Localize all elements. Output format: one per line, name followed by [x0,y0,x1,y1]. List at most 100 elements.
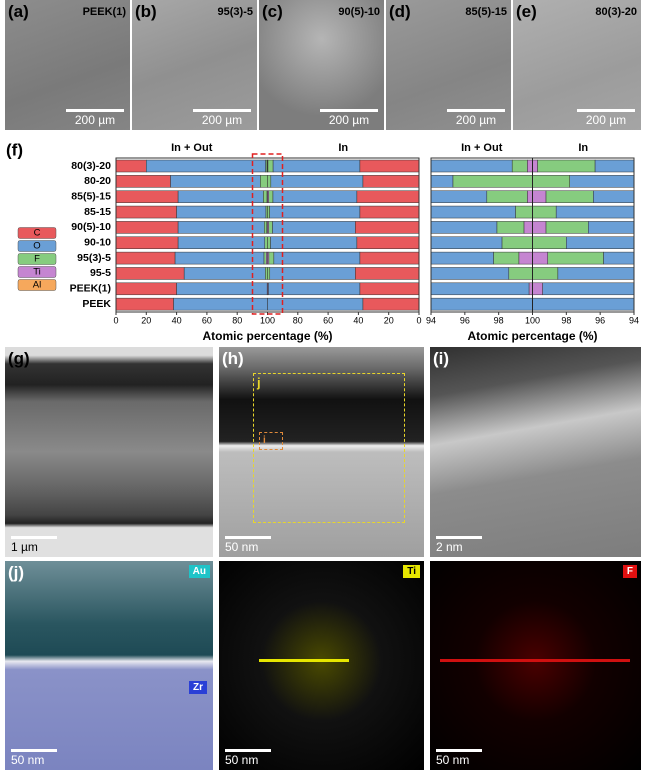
scale-bar: 200 µm [193,109,251,127]
x-tick-label: 100 [260,315,275,325]
element-badge: Au [188,565,210,578]
chart-left: 0 20 40 60 80 100 80 60 40 20 0 Atomic percentage (… [17,142,422,343]
x-tick-label: 98 [561,315,571,325]
bar-segment [537,159,596,173]
scale-bar: 50 nm [11,749,57,767]
x-tick-label: 94 [629,315,639,325]
bar-segment [511,159,528,173]
x-tick-label: 94 [426,315,436,325]
bar-segment [356,236,420,249]
scale-bar: 2 nm [436,536,482,554]
category-label: PEEK(1) [70,283,111,295]
bar-segment [486,190,528,203]
bar-segment [272,190,358,203]
bar-segment [170,175,261,188]
hrtem-image: (i) 2 nm [430,347,641,557]
bar-segment [115,175,171,188]
bar-segment [263,251,267,265]
eds-map: (j) Au Zr 50 nm [5,561,213,770]
signal-line [440,659,630,662]
eds-map: Ti 50 nm [219,561,424,770]
bar-segment [270,175,364,188]
scale-bar: 1 µm [11,536,57,554]
chart: (f) 0 20 40 60 80 100 80 60 40 20 0 Atomic percenta… [6,140,639,343]
bar-segment [356,190,420,203]
bar-segment [547,251,604,265]
category-label: 90(5)-10 [71,221,111,233]
inset-box [253,373,405,523]
bar-segment [532,236,567,249]
x-tick-label: 40 [172,315,182,325]
category-label: 85(5)-15 [71,190,111,202]
x-axis-label: Atomic percentage (%) [467,329,597,343]
panel-label: (i) [433,349,450,368]
bar-segment [146,159,266,173]
bar-segment [532,267,559,280]
bar-segment [263,190,268,203]
bar-segment [532,159,538,173]
bar-segment [264,236,268,249]
bar-segment [267,267,271,280]
bar-segment [594,159,634,173]
signal-line [259,659,349,662]
bar-segment [532,175,570,188]
highlight-box [251,153,284,315]
panel-label: (c) [262,2,283,21]
category-label: PEEK [82,298,111,310]
bar-segment [177,221,265,234]
bar-segment [174,251,265,265]
category-label: 80(3)-20 [71,160,111,172]
bar-segment [569,175,634,188]
tem-image: (g) 1 µm [5,347,213,557]
bar-segment [273,251,361,265]
x-axis-label: Atomic percentage (%) [202,329,332,343]
bar-segment [272,159,361,173]
bar-segment [588,221,634,234]
sample-label: PEEK(1) [82,6,126,18]
scale-bar: 200 µm [320,109,378,127]
bar-segment [523,221,533,234]
scale-bar: 200 µm [66,109,124,127]
panel-label: (j) [8,563,25,582]
panel-label: (a) [8,2,29,21]
chart-right: 94 96 98 100 98 96 94 Atomic percentage (%) In +… [426,142,639,343]
bar-segment [496,221,525,234]
bar-segment [593,190,634,203]
bar-segment [527,159,533,173]
sem-image: (a) PEEK(1) 200 µm [5,0,130,130]
bars [115,159,420,311]
x-tick-label: 80 [293,315,303,325]
bar-segment [115,267,185,280]
sem-image: (d) 85(5)-15 200 µm [386,0,511,130]
x-tick-label: 0 [113,315,118,325]
bar-segment [557,267,634,280]
tem-image: (h) j i 50 nm [219,347,424,557]
sem-image: (e) 80(3)-20 200 µm [513,0,641,130]
bar-segment [545,221,589,234]
bar-segment [501,236,533,249]
bar-segment [508,267,533,280]
bar-segment [355,267,420,280]
bar-segment [268,221,273,234]
inset-box [259,432,283,450]
bar-segment [267,175,272,188]
bar-segment [115,159,147,173]
sample-label: 95(3)-5 [217,6,253,18]
bar-segment [532,297,634,311]
bar-segment [493,251,520,265]
sample-label: 80(3)-20 [595,6,637,18]
bar-segment [452,175,533,188]
bar-segment [115,282,177,296]
bar-segment [173,297,268,311]
scale-bar: 200 µm [577,109,635,127]
scale-bar: 50 nm [225,536,271,554]
bar-segment [115,221,179,234]
bar-segment [264,221,267,234]
sample-label: 85(5)-15 [465,6,507,18]
legend-label: C [34,228,41,239]
legend-label: Al [33,280,41,291]
x-tick-label: 0 [416,315,421,325]
x-tick-label: 60 [323,315,333,325]
bar-segment [268,251,275,265]
panel-label: (f) [6,140,23,159]
